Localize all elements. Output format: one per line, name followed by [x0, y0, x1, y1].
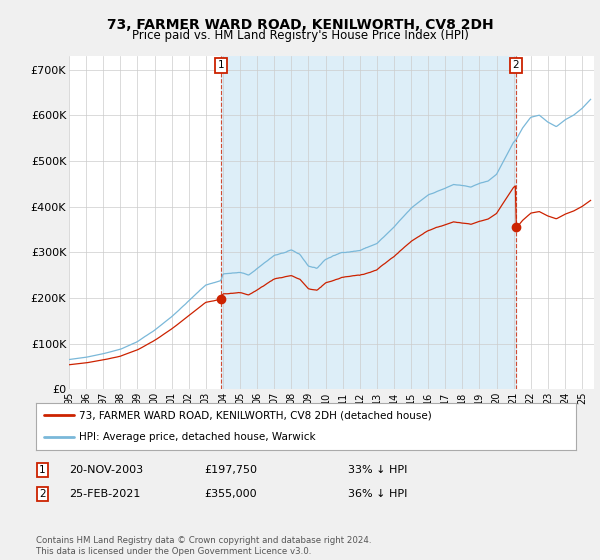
- Text: 1: 1: [39, 465, 46, 475]
- Text: 36% ↓ HPI: 36% ↓ HPI: [348, 489, 407, 499]
- Text: HPI: Average price, detached house, Warwick: HPI: Average price, detached house, Warw…: [79, 432, 316, 442]
- Text: 33% ↓ HPI: 33% ↓ HPI: [348, 465, 407, 475]
- Text: 25-FEB-2021: 25-FEB-2021: [69, 489, 140, 499]
- Text: 73, FARMER WARD ROAD, KENILWORTH, CV8 2DH: 73, FARMER WARD ROAD, KENILWORTH, CV8 2D…: [107, 18, 493, 32]
- Text: 73, FARMER WARD ROAD, KENILWORTH, CV8 2DH (detached house): 73, FARMER WARD ROAD, KENILWORTH, CV8 2D…: [79, 410, 432, 421]
- Bar: [221, 56, 516, 389]
- Text: £355,000: £355,000: [204, 489, 257, 499]
- Text: 2: 2: [513, 60, 520, 70]
- Text: 20-NOV-2003: 20-NOV-2003: [69, 465, 143, 475]
- Text: Contains HM Land Registry data © Crown copyright and database right 2024.
This d: Contains HM Land Registry data © Crown c…: [36, 536, 371, 556]
- Text: 1: 1: [218, 60, 224, 70]
- Text: £197,750: £197,750: [204, 465, 257, 475]
- Text: 2: 2: [39, 489, 46, 499]
- Text: Price paid vs. HM Land Registry's House Price Index (HPI): Price paid vs. HM Land Registry's House …: [131, 29, 469, 42]
